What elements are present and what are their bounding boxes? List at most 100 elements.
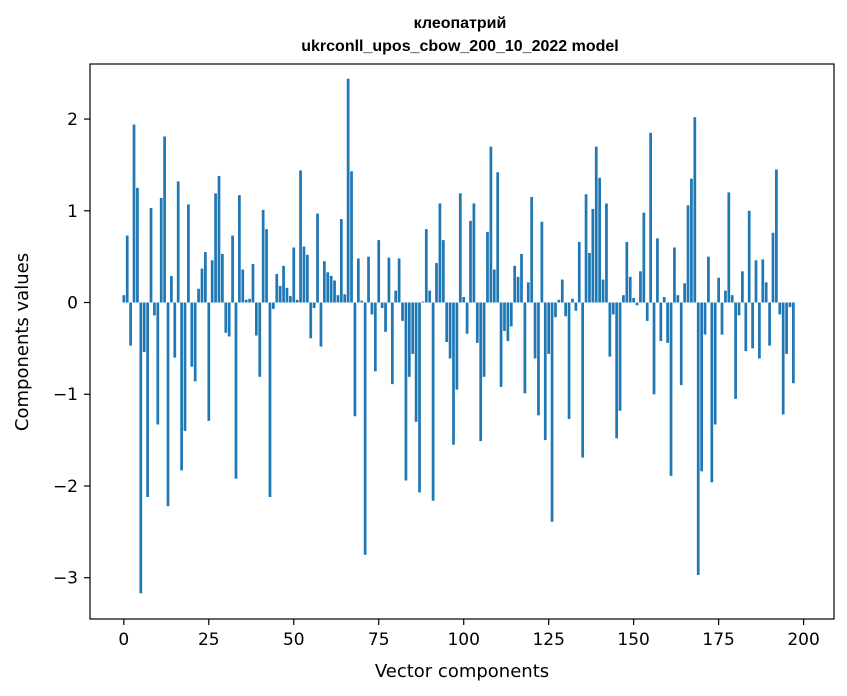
bar-194	[781, 302, 785, 415]
x-tick-label-50: 50	[283, 630, 305, 650]
bar-169	[696, 302, 700, 575]
bar-149	[628, 276, 632, 303]
bar-179	[730, 295, 734, 303]
bar-85	[411, 302, 415, 354]
bar-111	[499, 302, 503, 387]
bar-73	[370, 302, 374, 315]
bar-128	[557, 299, 561, 303]
bar-46	[278, 286, 282, 303]
bar-136	[584, 194, 588, 303]
bar-197	[792, 302, 795, 384]
bar-124	[543, 302, 547, 441]
bar-109	[492, 269, 496, 303]
bar-168	[693, 117, 697, 303]
bar-49	[289, 296, 292, 303]
bar-72	[367, 256, 370, 303]
chart-title-line-1: клеопатрий	[414, 15, 507, 32]
bar-113	[506, 302, 510, 342]
bar-138	[591, 208, 595, 303]
bar-129	[560, 279, 564, 303]
bar-52	[299, 170, 302, 303]
bar-26	[210, 260, 214, 303]
x-tick-label-150: 150	[617, 630, 649, 650]
bar-25	[207, 302, 211, 421]
bar-143	[608, 302, 612, 357]
bar-163	[676, 295, 680, 303]
bar-106	[482, 302, 486, 377]
bar-23	[200, 268, 204, 303]
bar-76	[380, 302, 384, 309]
bar-29	[221, 253, 224, 303]
bar-32	[231, 235, 234, 303]
bar-89	[424, 229, 428, 303]
bar-44	[272, 302, 275, 309]
bar-110	[496, 172, 500, 303]
x-tick-label-75: 75	[368, 630, 390, 650]
bar-7	[146, 302, 149, 497]
bar-69	[356, 258, 360, 303]
bar-24	[204, 252, 207, 303]
bar-130	[564, 302, 568, 317]
bar-146	[618, 302, 622, 411]
bar-181	[737, 302, 741, 316]
x-tick-label-175: 175	[702, 630, 734, 650]
bar-82	[401, 302, 404, 321]
bar-37	[248, 298, 251, 303]
bar-189	[764, 282, 768, 303]
bar-41	[261, 209, 265, 303]
bar-9	[153, 302, 156, 316]
bar-79	[390, 302, 394, 385]
bar-54	[305, 254, 309, 303]
bar-21	[193, 302, 197, 382]
bar-120	[530, 197, 534, 303]
bar-144	[611, 302, 615, 315]
bar-151	[635, 302, 639, 306]
bar-161	[669, 302, 673, 476]
bar-191	[771, 232, 775, 303]
bar-141	[601, 279, 605, 303]
y-tick-label--3: −3	[53, 569, 78, 589]
bar-64	[339, 219, 343, 303]
x-tick-label-100: 100	[447, 630, 479, 650]
bar-148	[625, 241, 629, 303]
bar-6	[142, 302, 146, 353]
bar-147	[622, 295, 625, 303]
bar-94	[441, 240, 445, 303]
y-axis-label: Components values	[12, 253, 33, 431]
bar-3	[132, 124, 136, 303]
bar-55	[309, 302, 313, 339]
bar-184	[747, 210, 751, 303]
bar-92	[435, 263, 438, 303]
bar-97	[452, 302, 455, 445]
bar-42	[265, 229, 268, 303]
bar-150	[632, 297, 635, 303]
bar-104	[475, 302, 479, 343]
bar-175	[717, 277, 720, 303]
bar-8	[149, 208, 153, 303]
bar-132	[571, 298, 574, 303]
bar-43	[268, 302, 272, 497]
bar-2	[129, 302, 132, 346]
bar-11	[159, 197, 163, 303]
bar-17	[180, 302, 183, 471]
bar-39	[255, 302, 258, 336]
bar-190	[768, 302, 771, 346]
bar-4	[136, 187, 139, 303]
bar-78	[387, 257, 391, 303]
bar-61	[329, 275, 333, 303]
x-tick-label-125: 125	[532, 630, 564, 650]
bar-171	[703, 302, 707, 335]
bar-107	[486, 231, 489, 303]
bar-58	[319, 302, 323, 347]
bar-178	[727, 192, 731, 303]
bar-154	[645, 302, 649, 321]
bar-166	[686, 205, 690, 303]
bar-152	[639, 271, 642, 303]
bar-114	[509, 302, 513, 327]
bar-83	[404, 302, 408, 481]
x-tick-label-25: 25	[198, 630, 220, 650]
bar-192	[775, 169, 778, 303]
bar-159	[662, 297, 666, 303]
bar-75	[377, 240, 381, 303]
